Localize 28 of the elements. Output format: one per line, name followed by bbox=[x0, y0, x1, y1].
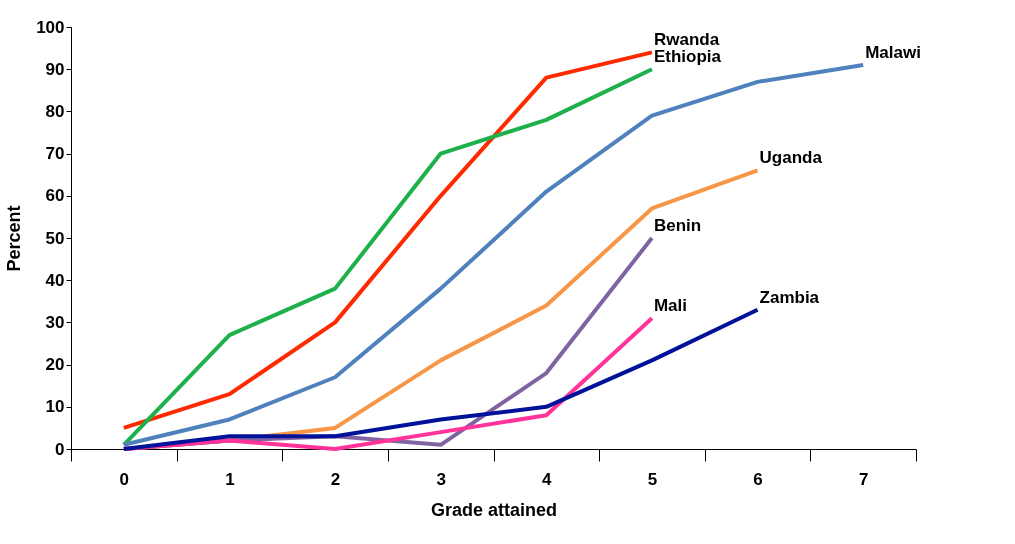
y-tick-label: 100 bbox=[36, 17, 65, 37]
y-tick-label: 30 bbox=[45, 312, 65, 332]
series-label: Benin bbox=[653, 216, 702, 235]
y-tick-label: 0 bbox=[55, 439, 65, 459]
x-tick-label: 6 bbox=[753, 469, 763, 489]
x-tick-label: 7 bbox=[858, 469, 869, 489]
x-axis-title: Grade attained bbox=[430, 499, 558, 520]
y-tick-label: 60 bbox=[45, 186, 65, 206]
x-tick-label: 2 bbox=[330, 469, 341, 489]
y-tick-label: 10 bbox=[45, 397, 65, 417]
y-tick-label: 90 bbox=[45, 59, 65, 79]
series-label: Ethiopia bbox=[653, 47, 722, 67]
y-tick-label: 20 bbox=[45, 355, 65, 375]
series-label: Rwanda bbox=[653, 30, 720, 50]
x-tick-label: 3 bbox=[436, 469, 446, 489]
x-tick-label: 5 bbox=[647, 469, 658, 489]
series-label: Malawi bbox=[865, 42, 921, 62]
x-tick-label: 0 bbox=[119, 469, 130, 489]
series-label: Mali bbox=[653, 296, 687, 316]
y-tick-label: 50 bbox=[45, 228, 65, 248]
x-tick-label: 4 bbox=[542, 469, 553, 489]
y-tick-label: 80 bbox=[45, 101, 65, 121]
series-label: Uganda bbox=[759, 148, 823, 168]
y-tick-label: 70 bbox=[45, 144, 65, 164]
y-tick-label: 40 bbox=[45, 270, 65, 290]
x-tick-label: 1 bbox=[225, 469, 235, 489]
series-label: Zambia bbox=[759, 287, 820, 307]
y-axis-title: Percent bbox=[4, 205, 25, 272]
